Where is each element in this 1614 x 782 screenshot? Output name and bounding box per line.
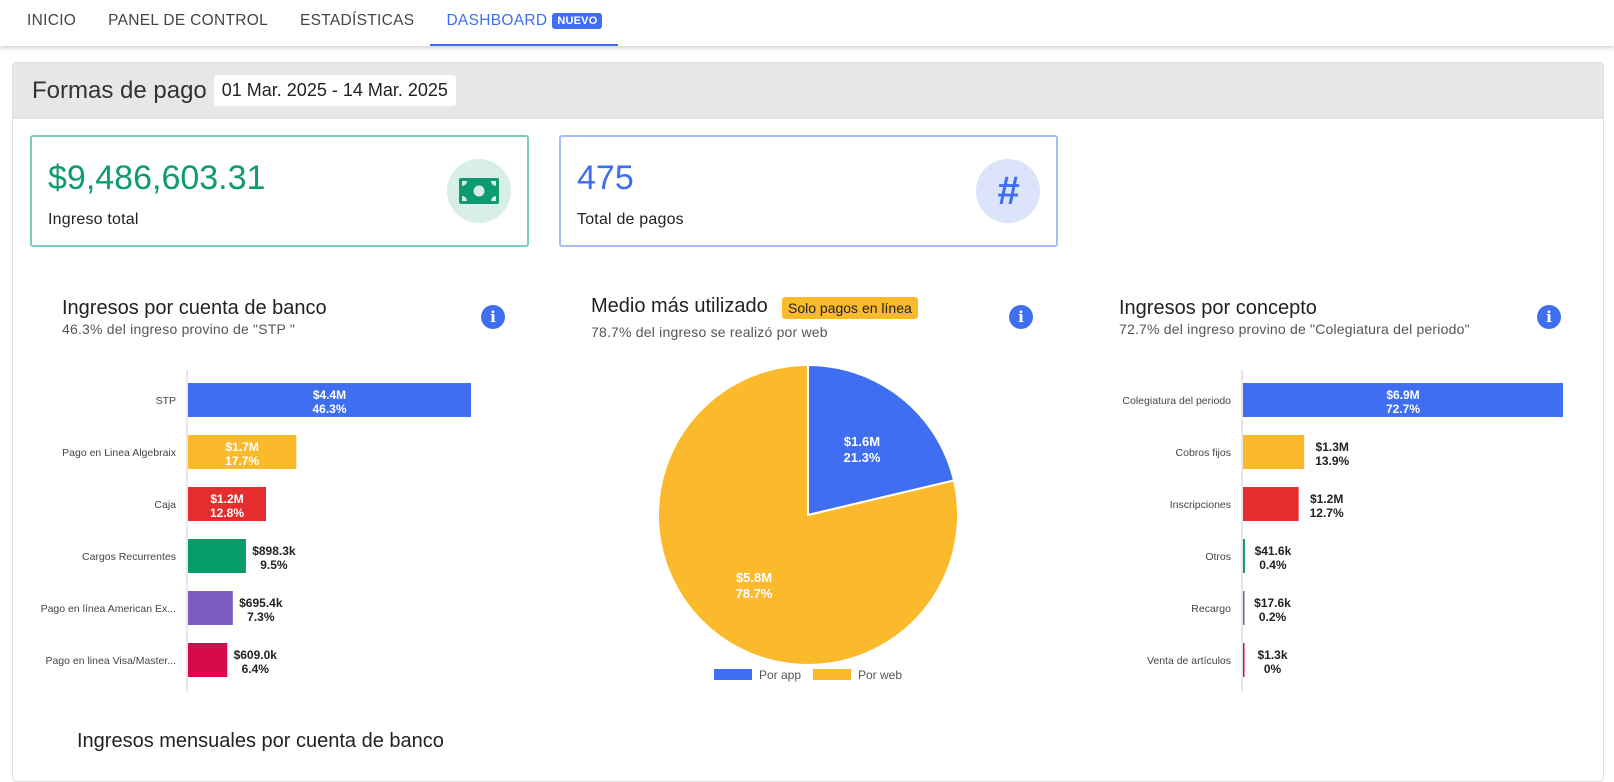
category-label: Cobros fijos [1176, 447, 1231, 459]
legend-swatch [813, 669, 851, 680]
category-label: Colegiatura del periodo [1122, 395, 1231, 407]
bar-value-label: $41.6k [1255, 544, 1292, 558]
hash-icon: # [976, 159, 1040, 223]
concept-income-subtitle: 72.7% del ingreso provino de "Colegiatur… [1119, 321, 1470, 337]
bar-percent-label: 9.5% [260, 558, 288, 572]
category-label: Venta de artículos [1147, 655, 1231, 667]
bar-percent-label: 0.2% [1259, 610, 1287, 624]
legend-swatch [714, 669, 752, 680]
bar-percent-label: 12.7% [1310, 506, 1344, 520]
slice-percent-label: 78.7% [736, 586, 773, 601]
category-label: STP [156, 395, 176, 407]
tab-label: PANEL DE CONTROL [108, 12, 269, 29]
new-badge: NUEVO [552, 13, 603, 29]
category-label: Pago en Linea Algebraix [62, 447, 177, 459]
pie-slice[interactable] [657, 363, 959, 666]
bar-value-label: $609.0k [234, 648, 278, 662]
medium-title: Medio más utilizado [591, 295, 768, 317]
online-only-badge: Solo pagos en línea [782, 297, 918, 319]
bar[interactable] [188, 591, 233, 625]
bar-value-label: $898.3k [252, 544, 296, 558]
bar-value-label: $4.4M [313, 388, 346, 402]
category-label: Recargo [1191, 603, 1231, 615]
total-payments-label: Total de pagos [577, 211, 684, 228]
bar-value-label: $1.3k [1257, 648, 1287, 662]
top-navigation: INICIO PANEL DE CONTROL ESTADÍSTICAS DAS… [0, 0, 1614, 46]
concept-income-title: Ingresos por concepto [1119, 297, 1317, 319]
bar-value-label: $6.9M [1386, 388, 1419, 402]
bar-value-label: $1.3M [1316, 440, 1349, 454]
pie-slice[interactable] [807, 363, 956, 517]
bar-percent-label: 0% [1264, 662, 1282, 676]
total-income-value: $9,486,603.31 [48, 159, 266, 197]
page-title: Formas de pago [32, 76, 207, 104]
medium-subtitle: 78.7% del ingreso se realizó por web [591, 324, 828, 340]
bank-income-title: Ingresos por cuenta de banco [62, 297, 327, 319]
money-bill-icon [447, 159, 511, 223]
bar-value-label: $1.2M [210, 492, 243, 506]
category-label: Inscripciones [1170, 499, 1231, 511]
medium-info-icon[interactable]: i [1009, 305, 1033, 329]
slice-value-label: $5.8M [736, 570, 772, 585]
panel-header: Formas de pago 01 Mar. 2025 - 14 Mar. 20… [13, 63, 1603, 119]
bar-percent-label: 7.3% [247, 610, 275, 624]
bar[interactable] [1243, 539, 1245, 573]
bar[interactable] [1243, 487, 1299, 521]
total-payments-value: 475 [577, 159, 634, 197]
slice-percent-label: 21.3% [844, 450, 881, 465]
bank-info-icon[interactable]: i [481, 305, 505, 329]
bar-percent-label: 12.8% [210, 506, 244, 520]
date-range-chip[interactable]: 01 Mar. 2025 - 14 Mar. 2025 [213, 75, 456, 106]
bar-percent-label: 17.7% [225, 454, 259, 468]
bar[interactable] [188, 487, 267, 521]
category-label: Otros [1205, 551, 1231, 563]
bar[interactable] [1243, 383, 1563, 417]
slice-value-label: $1.6M [844, 434, 880, 449]
bar-value-label: $695.4k [239, 596, 283, 610]
bar[interactable] [188, 643, 228, 677]
tab-panel-de-control[interactable]: PANEL DE CONTROL [92, 0, 284, 46]
bar[interactable] [1243, 435, 1305, 469]
bar[interactable] [188, 435, 297, 469]
bar-percent-label: 72.7% [1386, 402, 1420, 416]
total-income-card: $9,486,603.31 Ingreso total [30, 135, 529, 247]
bar-value-label: $17.6k [1254, 596, 1291, 610]
concept-info-icon[interactable]: i [1537, 305, 1561, 329]
legend-label: Por app [759, 668, 801, 682]
total-income-label: Ingreso total [48, 211, 139, 228]
total-payments-card: 475 Total de pagos # [559, 135, 1058, 247]
tab-dashboard[interactable]: DASHBOARD NUEVO [430, 0, 619, 46]
bar-percent-label: 13.9% [1315, 454, 1349, 468]
bar-value-label: $1.2M [1310, 492, 1343, 506]
category-label: Caja [154, 499, 176, 511]
tab-inicio[interactable]: INICIO [11, 0, 92, 46]
bar[interactable] [188, 539, 246, 573]
category-label: Pago en linea Visa/Master... [45, 655, 176, 667]
tab-label: DASHBOARD [446, 12, 548, 29]
bar[interactable] [188, 383, 471, 417]
tab-estadisticas[interactable]: ESTADÍSTICAS [284, 0, 430, 46]
tab-label: ESTADÍSTICAS [300, 12, 415, 29]
category-label: Pago en línea American Ex... [41, 603, 176, 615]
bar-value-label: $1.7M [225, 440, 258, 454]
legend-label: Por web [858, 668, 902, 682]
monthly-bank-income-title: Ingresos mensuales por cuenta de banco [77, 730, 444, 752]
bar-percent-label: 46.3% [312, 402, 346, 416]
tab-label: INICIO [27, 12, 77, 29]
bar-percent-label: 0.4% [1259, 558, 1287, 572]
category-label: Cargos Recurrentes [82, 551, 176, 563]
bar[interactable] [1243, 591, 1245, 625]
bar-percent-label: 6.4% [242, 662, 270, 676]
hash-symbol: # [996, 168, 1020, 213]
bank-income-subtitle: 46.3% del ingreso provino de "STP " [62, 321, 296, 337]
bar[interactable] [1243, 643, 1245, 677]
